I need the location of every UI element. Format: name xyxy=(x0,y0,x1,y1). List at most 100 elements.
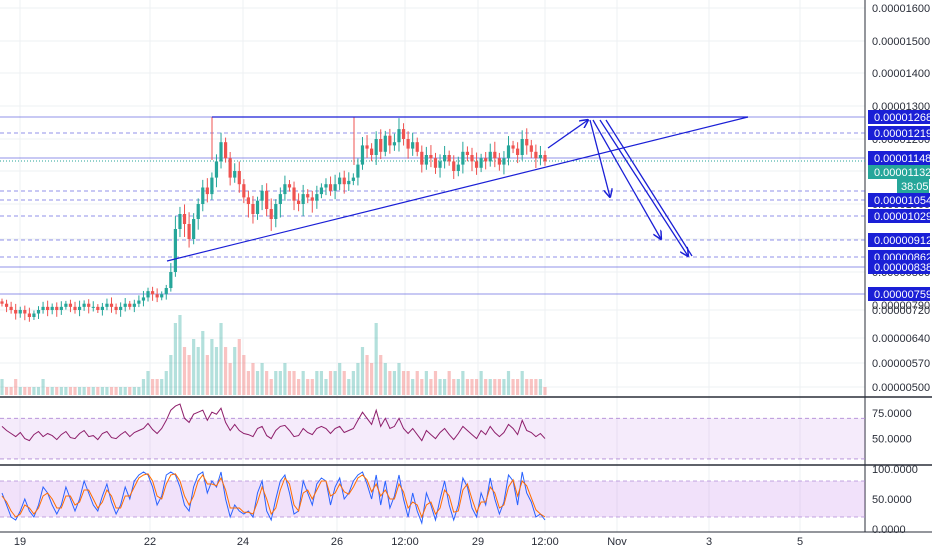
candle-body xyxy=(46,306,50,310)
volume-bar xyxy=(169,355,173,395)
candle-body xyxy=(4,303,9,307)
candle-body xyxy=(246,197,251,204)
volume-bar xyxy=(360,347,365,395)
volume-bar xyxy=(50,387,54,395)
volume-bar xyxy=(146,371,150,395)
candle-body xyxy=(182,214,187,224)
candle-body xyxy=(150,291,155,295)
volume-bar xyxy=(479,371,483,395)
price-tick: 0.00000790 xyxy=(872,300,930,312)
volume-bar xyxy=(255,371,260,395)
volume-bar xyxy=(223,347,228,395)
volume-bar xyxy=(534,379,538,395)
volume-bar xyxy=(0,379,4,395)
stoch-tick-100: 100.0000 xyxy=(872,464,918,476)
candle-body xyxy=(187,224,191,239)
volume-bar xyxy=(420,379,424,395)
volume-bar xyxy=(246,371,251,395)
arrow-down xyxy=(592,119,661,239)
arrow-up xyxy=(547,120,588,149)
volume-bar xyxy=(474,379,479,395)
volume-bar xyxy=(105,387,109,395)
volume-bar xyxy=(14,379,18,395)
time-tick: Nov xyxy=(607,536,627,548)
volume-bar xyxy=(233,347,237,395)
volume-bar xyxy=(292,371,296,395)
arrow-down xyxy=(589,119,610,197)
candle-body xyxy=(155,294,159,298)
candle-body xyxy=(265,190,269,209)
price-label-text: 0.00001148 xyxy=(874,153,931,165)
volume-bar xyxy=(228,363,232,395)
volume-bar xyxy=(342,371,346,395)
time-tick: 5 xyxy=(797,536,803,548)
candle-body xyxy=(214,161,219,178)
volume-bar xyxy=(114,387,118,395)
rsi-pane: 75.0000 50.0000 xyxy=(0,403,912,460)
arrow-down-double xyxy=(605,119,693,257)
volume-bar xyxy=(328,371,333,395)
price-levels xyxy=(0,116,865,295)
candle-body xyxy=(205,187,209,195)
candle-body xyxy=(255,200,260,214)
volume-bar xyxy=(164,371,168,395)
volume-bar xyxy=(155,379,159,395)
candle-body xyxy=(109,303,114,307)
volume-bar xyxy=(269,379,273,395)
candle-body xyxy=(32,313,36,317)
candle-body xyxy=(365,145,369,149)
candle-body xyxy=(141,297,146,301)
price-label-box xyxy=(868,110,930,124)
volume-bar xyxy=(484,379,488,395)
price-label-text: 0.00001219 xyxy=(874,128,932,140)
candle-body xyxy=(502,158,506,165)
volume-bar xyxy=(18,387,22,395)
candle-body xyxy=(397,129,401,143)
price-label-text: 0.00000912 xyxy=(874,235,932,247)
candle-body xyxy=(160,294,164,298)
volume-bar xyxy=(497,379,501,395)
volume-bar xyxy=(470,379,474,395)
candles[interactable] xyxy=(0,117,547,322)
candle-body xyxy=(237,171,241,185)
candle-body xyxy=(301,194,305,204)
candle-body xyxy=(415,142,419,152)
volume-bar xyxy=(520,371,524,395)
candle-body xyxy=(55,306,59,310)
stoch-tick-50: 50.0000 xyxy=(872,494,912,506)
candle-body xyxy=(169,272,173,288)
candle-body xyxy=(132,303,136,307)
volume-bar xyxy=(82,387,86,395)
candle-body xyxy=(424,155,428,165)
price-label-box xyxy=(868,165,930,179)
candle-body xyxy=(306,194,310,198)
time-tick: 19 xyxy=(14,536,26,548)
volume-bar xyxy=(119,387,123,395)
time-tick: 12:00 xyxy=(531,536,559,548)
time-axis[interactable]: 19 22 24 26 12:00 29 12:00 Nov 3 5 xyxy=(14,536,803,548)
volume-bar xyxy=(278,371,282,395)
volume-bar xyxy=(219,323,223,395)
candle-body xyxy=(342,177,346,185)
price-label-text: 0.00001268 xyxy=(874,112,932,124)
volume-bar xyxy=(55,387,59,395)
candle-body xyxy=(374,139,378,155)
candle-body xyxy=(429,155,433,159)
volume-bar xyxy=(265,371,269,395)
stoch-tick-0: 0.0000 xyxy=(872,524,906,536)
candle-body xyxy=(233,171,237,178)
time-tick: 26 xyxy=(331,536,343,548)
candle-body xyxy=(333,184,337,191)
rsi-line xyxy=(1,403,546,442)
candle-body xyxy=(100,306,104,310)
candle-body xyxy=(401,129,406,139)
candle-body xyxy=(456,164,460,171)
candle-body xyxy=(506,145,511,159)
candle-body xyxy=(484,158,488,162)
price-tick: 0.00001400 xyxy=(872,68,930,80)
grid xyxy=(0,0,932,533)
candle-body xyxy=(315,194,319,201)
volume-bar xyxy=(201,331,205,395)
price-label-box xyxy=(868,151,930,165)
